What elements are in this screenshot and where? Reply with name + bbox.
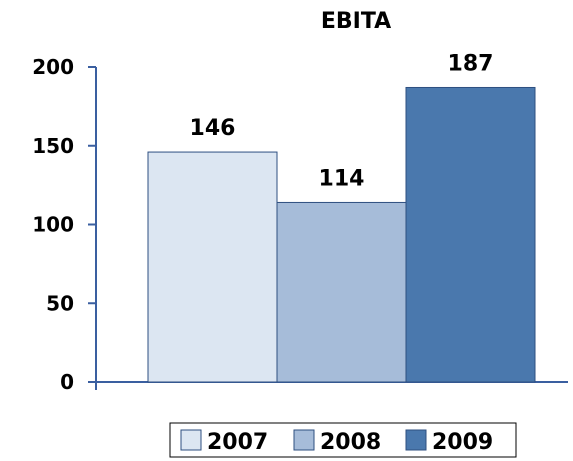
chart-title: EBITA [321,9,391,34]
y-tick-label: 100 [32,213,74,237]
legend-swatch-2009 [405,429,427,451]
bars [147,86,536,383]
legend: 2007 2008 2009 [169,422,517,458]
legend-swatch-2008 [293,429,315,451]
bar-2009 [405,86,536,383]
y-tick-label: 0 [60,370,74,394]
legend-label-2007: 2007 [207,430,268,455]
legend-label-2008: 2008 [320,430,381,455]
data-label-2009: 187 [448,51,494,76]
y-tick-label: 200 [32,55,74,79]
y-tick-label: 50 [46,291,74,315]
bar-2007 [147,151,278,383]
bar-2008 [276,201,407,383]
y-tick-label: 150 [32,134,74,158]
legend-box [169,422,517,458]
data-label-2008: 114 [319,166,365,191]
legend-label-2009: 2009 [432,430,493,455]
legend-swatch-2007 [180,429,202,451]
data-label-2007: 146 [190,116,236,141]
data-labels: 146 114 187 [190,51,494,191]
